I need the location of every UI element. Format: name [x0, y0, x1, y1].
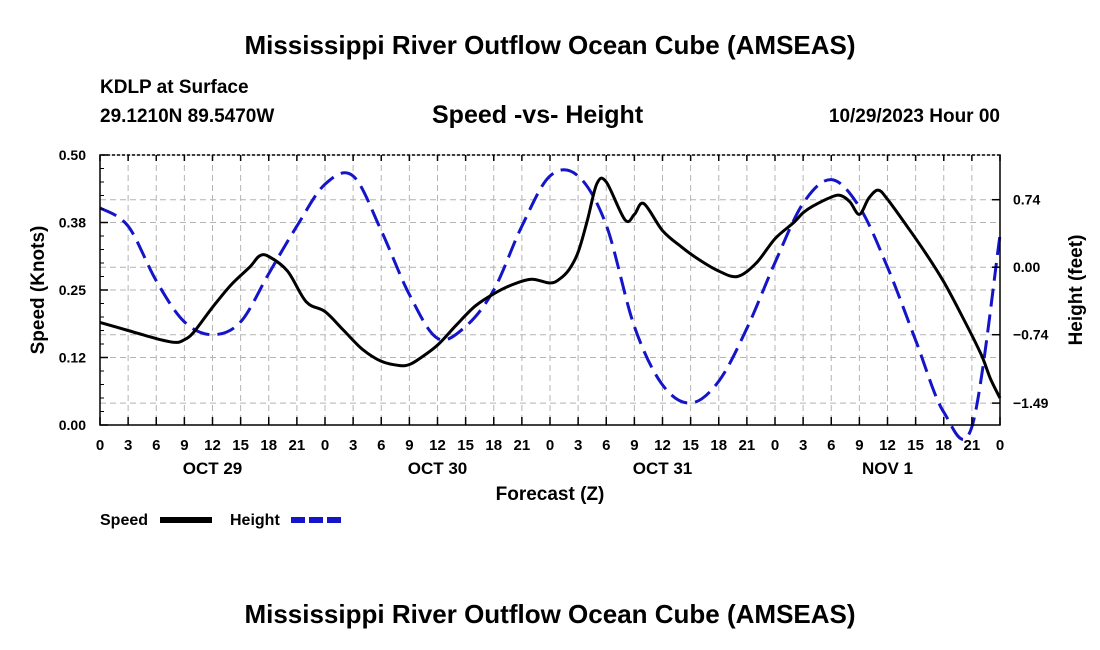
- x-tick-label: 12: [654, 437, 671, 454]
- speed-series-line: [99, 176, 1002, 399]
- run-time-label: 10/29/2023 Hour 00: [828, 106, 1000, 127]
- x-tick-label: 21: [739, 437, 756, 454]
- x-tick-label: 12: [429, 437, 446, 454]
- x-tick-label: 9: [405, 437, 413, 454]
- x-tick-label: 9: [855, 437, 863, 454]
- x-tick-label: 6: [152, 437, 160, 454]
- x-tick-label: 6: [377, 437, 385, 454]
- x-tick-label: 12: [879, 437, 896, 454]
- x-tick-label: 3: [124, 437, 132, 454]
- x-tick-label: 3: [799, 437, 807, 454]
- legend: Speed Height: [100, 512, 343, 529]
- x-tick-label: 18: [935, 437, 952, 454]
- y-tick-label: 0.12: [59, 350, 86, 366]
- coordinates-label: 29.1210N 89.5470W: [100, 106, 275, 127]
- x-tick-label: 15: [907, 437, 924, 454]
- x-tick-label: 15: [232, 437, 249, 454]
- x-tick-label: 0: [546, 437, 554, 454]
- chart-main-title: Mississippi River Outflow Ocean Cube (AM…: [244, 30, 856, 60]
- grid: [100, 155, 1000, 425]
- day-label: NOV 1: [862, 459, 913, 478]
- axes: 0 3 6 9 12 15 18 21 0 3 6 9 12 15 18 21 0 3 6 9 12 15 18 21 0 3 6 9…: [28, 147, 1087, 505]
- x-tick-label: 18: [260, 437, 277, 454]
- y-tick-label: 0.50: [59, 147, 86, 163]
- y2-tick-label: −1.49: [1013, 395, 1049, 411]
- x-tick-label: 6: [827, 437, 835, 454]
- x-tick-label: 0: [771, 437, 779, 454]
- footer-title: Mississippi River Outflow Ocean Cube (AM…: [244, 599, 856, 629]
- series-lines: [99, 168, 1002, 441]
- x-tick-label: 6: [602, 437, 610, 454]
- x-tick-label: 9: [180, 437, 188, 454]
- y2-tick-label: −0.74: [1013, 327, 1049, 343]
- x-tick-label: 0: [96, 437, 104, 454]
- x-tick-label: 21: [964, 437, 981, 454]
- day-label: OCT 31: [633, 459, 693, 478]
- legend-speed-label: Speed: [100, 512, 148, 529]
- y-tick-label: 0.38: [59, 215, 86, 231]
- x-tick-label: 18: [710, 437, 727, 454]
- x-tick-label: 12: [204, 437, 221, 454]
- x-tick-label: 15: [457, 437, 474, 454]
- x-tick-label: 18: [485, 437, 502, 454]
- y-axis-title: Speed (Knots): [28, 226, 49, 355]
- y2-tick-label: 0.74: [1013, 192, 1040, 208]
- x-tick-label: 3: [574, 437, 582, 454]
- legend-height-label: Height: [230, 512, 280, 529]
- x-tick-label: 3: [349, 437, 357, 454]
- height-series-line: [99, 168, 1002, 441]
- y2-tick-label: 0.00: [1013, 259, 1040, 275]
- x-tick-label: 0: [996, 437, 1004, 454]
- x-tick-label: 0: [321, 437, 329, 454]
- station-label: KDLP at Surface: [100, 77, 249, 98]
- y-tick-label: 0.25: [59, 282, 86, 298]
- y2-axis-title: Height (feet): [1066, 235, 1087, 346]
- x-tick-label: 21: [289, 437, 306, 454]
- x-tick-label: 15: [682, 437, 699, 454]
- y-tick-label: 0.00: [59, 417, 86, 433]
- day-label: OCT 29: [183, 459, 243, 478]
- chart-subtitle: Speed -vs- Height: [432, 101, 644, 129]
- x-axis-title: Forecast (Z): [496, 484, 605, 505]
- x-tick-label: 9: [630, 437, 638, 454]
- x-tick-label: 21: [514, 437, 531, 454]
- day-label: OCT 30: [408, 459, 468, 478]
